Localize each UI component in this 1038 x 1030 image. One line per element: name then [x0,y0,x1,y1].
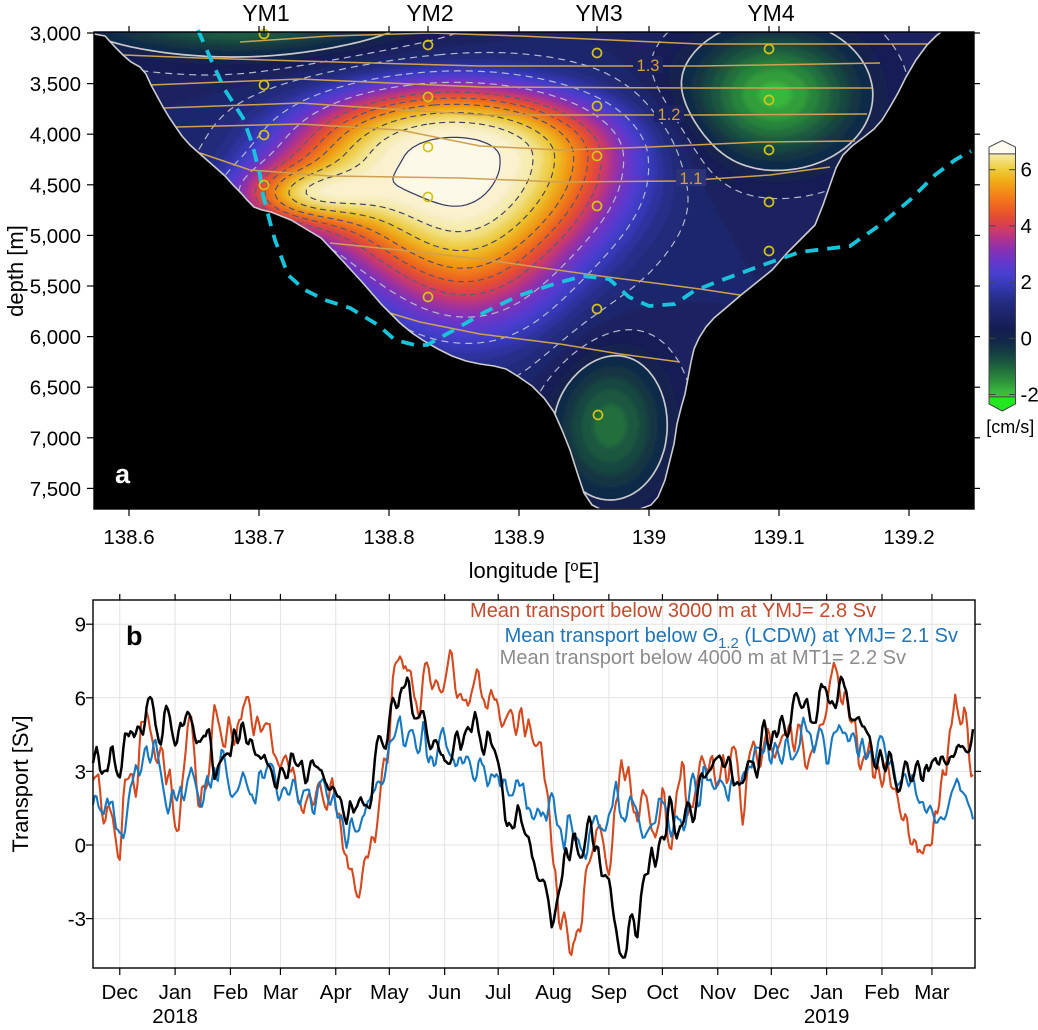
svg-text:Jul: Jul [485,981,511,1004]
svg-text:[cm/s]: [cm/s] [986,417,1034,437]
svg-text:depth [m]: depth [m] [3,225,28,317]
svg-text:5,500: 5,500 [30,276,81,299]
svg-text:Mean transport below 3000 m at: Mean transport below 3000 m at YMJ= 2.8 … [470,600,876,622]
svg-text:Dec: Dec [102,981,138,1004]
svg-text:6,000: 6,000 [30,326,81,349]
svg-text:3,500: 3,500 [30,73,81,96]
svg-text:Apr: Apr [320,981,352,1004]
svg-text:4: 4 [1021,215,1032,238]
svg-text:139: 139 [632,526,666,549]
svg-text:Feb: Feb [213,981,248,1004]
svg-text:YM3: YM3 [575,0,622,26]
svg-text:b: b [126,621,143,651]
svg-text:YM2: YM2 [406,0,453,26]
svg-text:139.1: 139.1 [753,526,804,549]
svg-text:May: May [370,981,409,1004]
svg-text:Jun: Jun [428,981,461,1004]
svg-text:0: 0 [1021,327,1032,350]
svg-text:6: 6 [1021,159,1032,182]
svg-text:Aug: Aug [535,981,571,1004]
svg-text:Mar: Mar [914,981,949,1004]
svg-text:1.2: 1.2 [658,106,681,124]
svg-text:6: 6 [75,687,86,710]
svg-text:Mean transport below 4000 m at: Mean transport below 4000 m at MT1= 2.2 … [500,647,906,669]
svg-text:Nov: Nov [700,981,737,1004]
svg-text:138.7: 138.7 [233,526,284,549]
svg-text:9: 9 [75,614,86,637]
svg-text:-3: -3 [68,908,86,931]
svg-text:138.9: 138.9 [493,526,544,549]
svg-text:3,000: 3,000 [30,23,81,46]
svg-text:138.8: 138.8 [363,526,414,549]
svg-text:2019: 2019 [804,1005,850,1028]
svg-text:Transport [Sv]: Transport [Sv] [8,715,33,852]
svg-text:YM4: YM4 [747,0,795,26]
svg-text:2: 2 [1021,271,1032,294]
svg-text:2018: 2018 [152,1005,198,1028]
svg-text:a: a [115,459,131,489]
svg-text:Feb: Feb [864,981,899,1004]
svg-text:Jan: Jan [810,981,843,1004]
svg-text:1.3: 1.3 [637,57,660,75]
svg-text:0: 0 [75,835,86,858]
svg-text:139.2: 139.2 [883,526,934,549]
svg-text:7,000: 7,000 [30,427,81,450]
svg-text:4,000: 4,000 [30,124,81,147]
svg-text:longitude [oE]: longitude [oE] [469,558,600,583]
svg-text:YM1: YM1 [242,0,289,26]
svg-text:Mar: Mar [263,981,298,1004]
svg-text:7,500: 7,500 [30,478,81,501]
svg-text:Dec: Dec [753,981,789,1004]
svg-text:3: 3 [75,761,86,784]
svg-text:1.1: 1.1 [680,170,703,188]
svg-text:138.6: 138.6 [103,526,154,549]
svg-text:Oct: Oct [646,981,678,1004]
svg-text:5,000: 5,000 [30,225,81,248]
svg-text:4,500: 4,500 [30,174,81,197]
svg-text:Sep: Sep [591,981,627,1004]
svg-text:-2: -2 [1021,384,1038,407]
svg-text:Jan: Jan [159,981,192,1004]
svg-text:6,500: 6,500 [30,377,81,400]
